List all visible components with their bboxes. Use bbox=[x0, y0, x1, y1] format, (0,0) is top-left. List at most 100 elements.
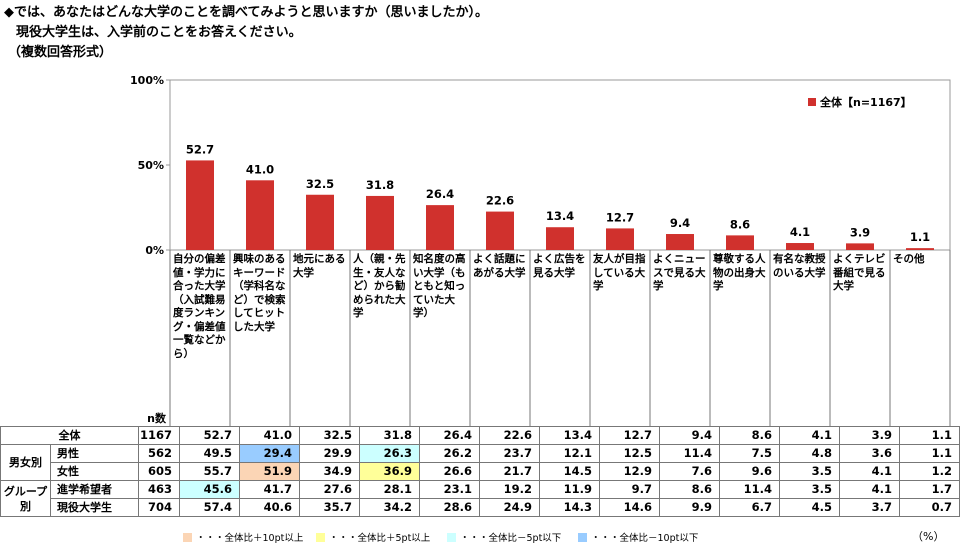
value-cell: 1.7 bbox=[899, 480, 960, 499]
value-cell: 41.0 bbox=[239, 426, 300, 445]
value-cell: 11.9 bbox=[539, 480, 600, 499]
table-row: 男女別 男性 562 49.5 29.4 29.9 26.3 26.2 23.7 12.1 12.5… bbox=[0, 444, 960, 481]
value-cell: 0.7 bbox=[899, 498, 960, 517]
n-cell: 1167 bbox=[138, 426, 180, 445]
value-cell: 49.5 bbox=[179, 444, 240, 463]
value-cell: 3.5 bbox=[779, 462, 840, 481]
value-cell: 8.6 bbox=[659, 480, 720, 499]
bar bbox=[546, 227, 574, 250]
row-label: 全体 bbox=[50, 426, 139, 445]
value-cell: 41.7 bbox=[239, 480, 300, 499]
y-tick-label: 100% bbox=[130, 74, 164, 87]
value-cell: 1.1 bbox=[899, 444, 960, 463]
category-label: 自分の偏差値・学力に合った大学（入試難易度ランキング・偏差値一覧などから） bbox=[173, 253, 226, 360]
value-cell: 55.7 bbox=[179, 462, 240, 481]
value-cell: 29.4 bbox=[239, 444, 300, 463]
category-label: よく話題にあがる大学 bbox=[473, 253, 526, 279]
value-cell: 26.2 bbox=[419, 444, 480, 463]
legend-swatch bbox=[578, 532, 587, 542]
category-label: よくテレビ番組で見る大学 bbox=[833, 253, 886, 292]
category-label: よくニュースで見る大学 bbox=[653, 253, 706, 292]
legend-text: ・・・全体比＋5pt以上 bbox=[329, 533, 431, 544]
table-row: 女性 605 55.7 51.9 34.9 36.9 26.6 21.7 14.5 12.9 7.6… bbox=[1, 462, 960, 481]
y-tick-label: 50% bbox=[138, 159, 164, 172]
value-cell: 27.6 bbox=[299, 480, 360, 499]
category-label: 有名な教授のいる大学 bbox=[773, 253, 826, 279]
question-line-3: （複数回答形式） bbox=[8, 45, 113, 60]
value-cell: 24.9 bbox=[479, 498, 540, 517]
group-cell: 男女別 bbox=[0, 444, 51, 481]
value-cell: 51.9 bbox=[239, 462, 300, 481]
legend-swatch bbox=[447, 532, 456, 542]
value-cell: 34.9 bbox=[299, 462, 360, 481]
value-cell: 36.9 bbox=[359, 462, 420, 481]
legend-swatch bbox=[316, 532, 325, 542]
n-label: n数 bbox=[147, 411, 167, 425]
value-cell: 11.4 bbox=[719, 480, 780, 499]
value-cell: 26.6 bbox=[419, 462, 480, 481]
value-cell: 1.2 bbox=[899, 462, 960, 481]
value-cell: 6.7 bbox=[719, 498, 780, 517]
value-cell: 4.8 bbox=[779, 444, 840, 463]
legend-swatch bbox=[808, 98, 816, 106]
value-cell: 57.4 bbox=[179, 498, 240, 517]
category-label: 人（親・先生・友人など）から勧められた大学 bbox=[353, 253, 406, 319]
category-label: その他 bbox=[893, 253, 925, 265]
value-cell: 4.1 bbox=[779, 426, 840, 445]
value-cell: 3.9 bbox=[839, 426, 900, 445]
row-label: 現役大学生 bbox=[50, 498, 139, 517]
bar-value-label: 52.7 bbox=[186, 142, 214, 156]
bar bbox=[366, 195, 394, 250]
n-cell: 605 bbox=[138, 462, 180, 481]
bar bbox=[786, 243, 814, 250]
highlight-legend-item: ・・・全体比－10pt以下 bbox=[578, 530, 698, 544]
category-label: 地元にある大学 bbox=[293, 253, 346, 279]
bar bbox=[666, 234, 694, 250]
bar-value-label: 22.6 bbox=[486, 194, 514, 208]
data-table: 全体 1167 52.7 41.0 32.5 31.8 26.4 22.6 13.4 12.7 9.… bbox=[0, 426, 960, 517]
bar-value-label: 32.5 bbox=[306, 177, 334, 191]
group-cell bbox=[0, 426, 51, 445]
highlight-legend-item: ・・・全体比＋5pt以上 bbox=[316, 530, 430, 544]
question-line-2: 現役大学生は、入学前のことをお答えください。 bbox=[16, 25, 302, 40]
bar bbox=[606, 228, 634, 250]
value-cell: 1.1 bbox=[899, 426, 960, 445]
bar bbox=[246, 180, 274, 250]
value-cell: 9.6 bbox=[719, 462, 780, 481]
bar-value-label: 8.6 bbox=[730, 217, 750, 231]
value-cell: 26.3 bbox=[359, 444, 420, 463]
bar-value-label: 12.7 bbox=[606, 210, 634, 224]
bar bbox=[186, 160, 214, 250]
bar-value-label: 4.1 bbox=[790, 225, 810, 239]
value-cell: 19.2 bbox=[479, 480, 540, 499]
value-cell: 7.6 bbox=[659, 462, 720, 481]
bar bbox=[726, 235, 754, 250]
category-label: 知名度の高い大学（もともと知っていた大学） bbox=[413, 253, 466, 319]
value-cell: 28.1 bbox=[359, 480, 420, 499]
highlight-legend-item: ・・・全体比＋10pt以上 bbox=[183, 530, 303, 544]
bar-value-label: 41.0 bbox=[246, 162, 274, 176]
bar-value-label: 13.4 bbox=[546, 209, 574, 223]
value-cell: 23.7 bbox=[479, 444, 540, 463]
row-label: 男性 bbox=[50, 444, 139, 463]
bar bbox=[486, 211, 514, 250]
bar-value-label: 1.1 bbox=[910, 230, 930, 244]
legend-text: ・・・全体比＋10pt以上 bbox=[196, 533, 304, 544]
value-cell: 4.1 bbox=[839, 462, 900, 481]
n-cell: 562 bbox=[138, 444, 180, 463]
bar bbox=[906, 248, 934, 250]
category-label: 尊敬する人物の出身大学 bbox=[713, 253, 766, 292]
n-cell: 704 bbox=[138, 498, 180, 517]
value-cell: 12.5 bbox=[599, 444, 660, 463]
value-cell: 28.6 bbox=[419, 498, 480, 517]
value-cell: 22.6 bbox=[479, 426, 540, 445]
table-row: 現役大学生 704 57.4 40.6 35.7 34.2 28.6 24.9 14.3 14.6… bbox=[1, 498, 960, 517]
value-cell: 21.7 bbox=[479, 462, 540, 481]
bar bbox=[426, 205, 454, 250]
value-cell: 14.6 bbox=[599, 498, 660, 517]
bar bbox=[306, 194, 334, 250]
category-label: 興味のあるキーワード（学科名など）で検索してヒットした大学 bbox=[233, 253, 286, 333]
bar-chart: 0% 50% 100% 52.7 41.0 32.5 31.8 26.4 22.6 13.4 12.… bbox=[130, 74, 951, 426]
row-label: 女性 bbox=[50, 462, 139, 481]
value-cell: 29.9 bbox=[299, 444, 360, 463]
